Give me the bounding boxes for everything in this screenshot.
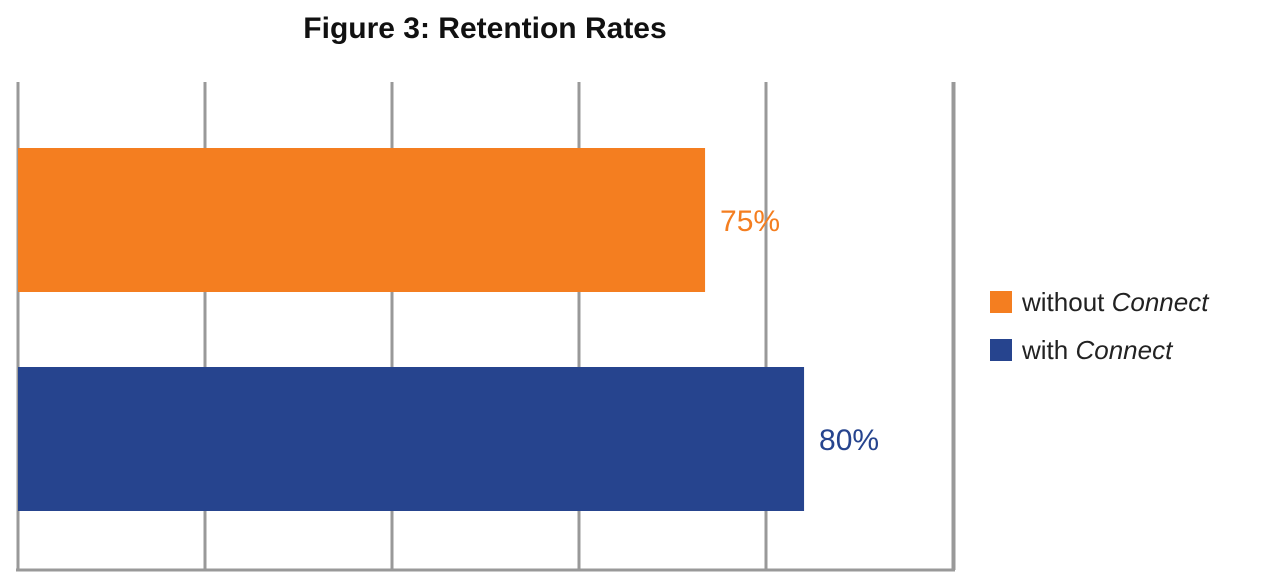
value-labels: 75% 80% bbox=[720, 205, 879, 457]
legend-label-without-connect: without Connect bbox=[1021, 287, 1210, 317]
legend-label-with-connect: with Connect bbox=[1021, 335, 1174, 365]
bar-with-connect bbox=[18, 367, 805, 511]
legend: without Connect with Connect bbox=[990, 287, 1210, 365]
value-label-with-connect: 80% bbox=[819, 424, 879, 457]
chart-title: Figure 3: Retention Rates bbox=[303, 12, 666, 45]
bars bbox=[18, 148, 805, 511]
legend-swatch-without-connect bbox=[990, 291, 1012, 313]
value-label-without-connect: 75% bbox=[720, 205, 780, 238]
legend-swatch-with-connect bbox=[990, 339, 1012, 361]
bar-without-connect bbox=[18, 148, 706, 292]
